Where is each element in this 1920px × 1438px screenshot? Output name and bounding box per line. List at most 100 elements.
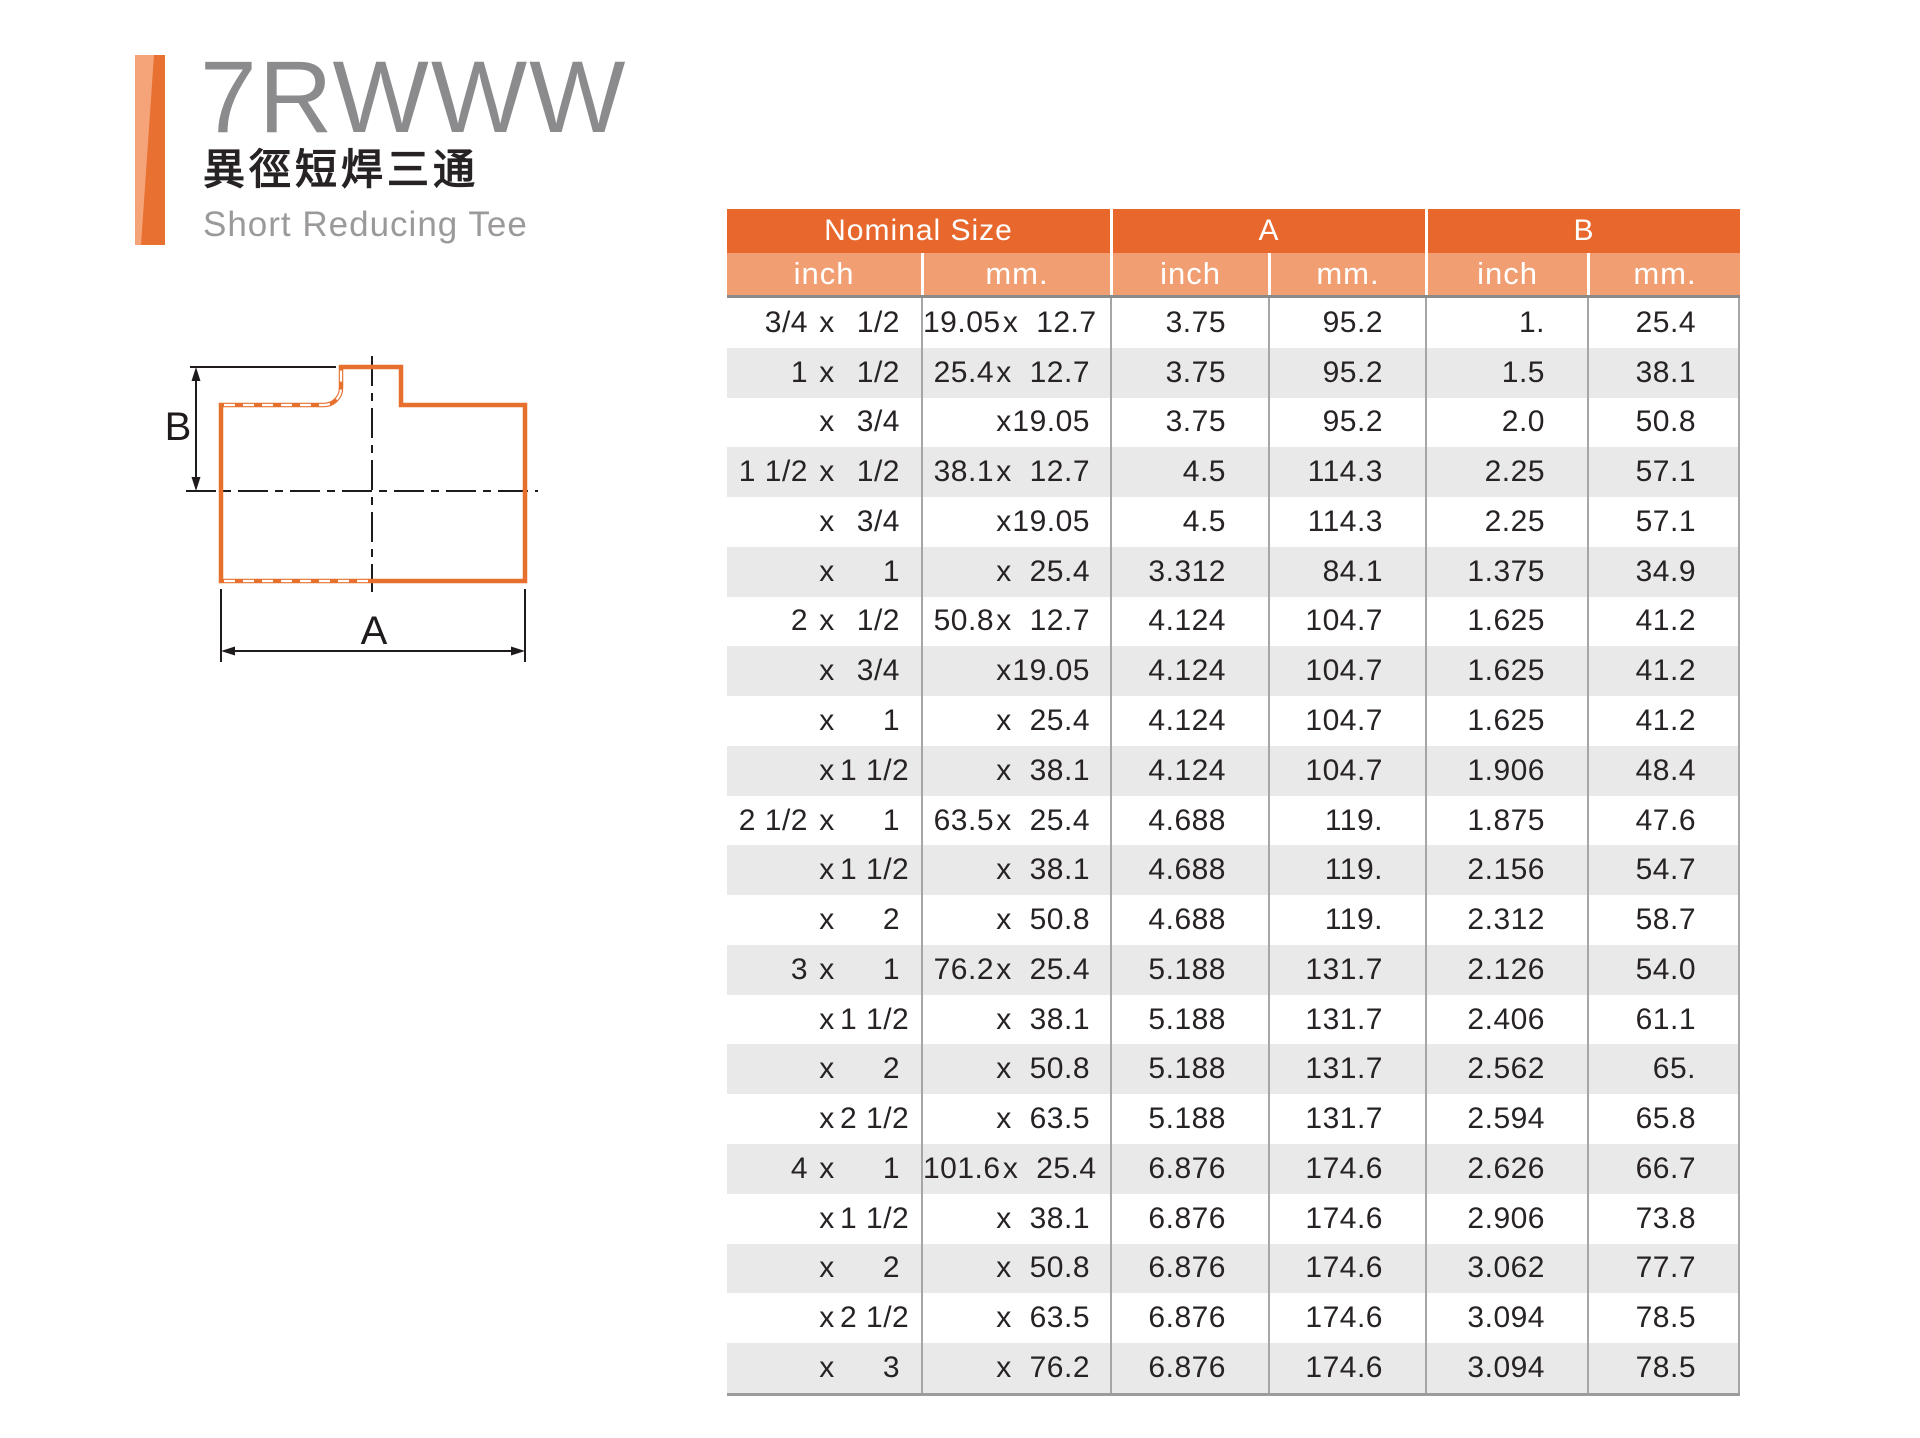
nominal-mm-size2: 19.05 — [1012, 654, 1090, 688]
cell-b-inch: 1.375 — [1425, 546, 1587, 597]
b-mm-value: 54.0 — [1635, 952, 1696, 986]
cell-a-inch: 4.5 — [1110, 447, 1268, 498]
cell-a-mm: 174.6 — [1268, 1343, 1425, 1393]
cell-nominal-mm: 63.5 x 25.4 — [921, 795, 1110, 846]
x-separator: x — [819, 1102, 835, 1136]
cell-a-inch: 5.188 — [1110, 944, 1268, 995]
cell-b-mm: 78.5 — [1587, 1293, 1740, 1344]
nominal-mm-size2: 12.7 — [1029, 355, 1090, 389]
dimension-label-b: B — [165, 405, 192, 449]
x-separator: x — [819, 803, 835, 837]
cell-b-mm: 41.2 — [1587, 596, 1740, 647]
a-inch-value: 3.75 — [1165, 355, 1226, 389]
b-mm-value: 61.1 — [1635, 1002, 1696, 1036]
cell-nominal-inch: 3 x 1 — [727, 945, 921, 995]
nominal-inch-size2: 1 1/2 — [840, 1201, 910, 1235]
a-inch-value: 6.876 — [1148, 1251, 1226, 1285]
nominal-inch-size2: 1 — [882, 554, 900, 588]
x-separator: x — [996, 1052, 1012, 1086]
cell-nominal-mm: x 38.1 — [921, 845, 1110, 896]
cell-nominal-mm: 19.05 x 12.7 — [921, 298, 1110, 348]
b-mm-value: 66.7 — [1635, 1151, 1696, 1185]
x-separator: x — [996, 1002, 1012, 1036]
cell-b-mm: 73.8 — [1587, 1193, 1740, 1244]
b-mm-value: 41.2 — [1635, 604, 1696, 638]
a-mm-value: 104.7 — [1305, 704, 1383, 737]
cell-a-mm: 119. — [1268, 895, 1425, 945]
nominal-mm-size1: 101.6 — [923, 1151, 1001, 1185]
cell-a-inch: 5.188 — [1110, 1044, 1268, 1095]
nominal-inch-size1: 1 1/2 — [738, 455, 808, 489]
a-mm-value: 174.6 — [1305, 1151, 1383, 1185]
cell-nominal-inch: 3/4 x 1/2 — [727, 298, 921, 348]
cell-b-mm: 66.7 — [1587, 1144, 1740, 1194]
a-inch-value: 4.5 — [1182, 455, 1226, 489]
cell-b-mm: 41.2 — [1587, 696, 1740, 746]
cell-b-mm: 54.7 — [1587, 845, 1740, 896]
nominal-inch-size2: 1 — [882, 803, 900, 837]
cell-nominal-inch: x 1 — [727, 696, 921, 746]
x-separator: x — [819, 1052, 835, 1086]
cell-nominal-inch: x 1 1/2 — [727, 995, 921, 1045]
cell-a-mm: 104.7 — [1268, 646, 1425, 697]
a-mm-value: 95.2 — [1322, 405, 1383, 439]
cell-a-mm: 95.2 — [1268, 397, 1425, 448]
a-mm-value: 95.2 — [1322, 355, 1383, 389]
nominal-inch-size2: 1 — [882, 704, 900, 737]
a-mm-value: 131.7 — [1305, 952, 1383, 986]
nominal-mm-size2: 50.8 — [1029, 1251, 1090, 1285]
nominal-inch-size2: 3/4 — [856, 654, 900, 688]
nominal-mm-size1: 50.8 — [933, 604, 994, 638]
a-mm-value: 114.3 — [1307, 455, 1383, 489]
nominal-inch-size1: 2 1/2 — [738, 803, 808, 837]
nominal-inch-size2: 3/4 — [856, 405, 900, 439]
a-mm-value: 174.6 — [1305, 1301, 1383, 1335]
cell-a-mm: 114.3 — [1268, 497, 1425, 547]
nominal-inch-size2: 1/2 — [856, 455, 900, 489]
cell-b-mm: 50.8 — [1587, 397, 1740, 448]
cell-a-inch: 3.75 — [1110, 298, 1268, 348]
cell-nominal-inch: 2 1/2 x 1 — [727, 796, 921, 846]
cell-b-mm: 61.1 — [1587, 994, 1740, 1045]
a-inch-value: 6.876 — [1148, 1151, 1226, 1185]
b-inch-value: 1.375 — [1467, 554, 1545, 588]
b-mm-value: 65. — [1652, 1052, 1696, 1086]
x-separator: x — [819, 952, 835, 986]
cell-nominal-inch: x 2 — [727, 895, 921, 945]
table-row: x 2 x 50.8 6.876 174.6 3.062 77.7 — [727, 1243, 1740, 1294]
a-inch-value: 3.312 — [1148, 554, 1226, 588]
x-separator: x — [819, 355, 835, 389]
nominal-inch-size2: 1 1/2 — [840, 853, 910, 887]
a-inch-value: 4.688 — [1148, 903, 1226, 937]
nominal-mm-size2: 25.4 — [1029, 554, 1090, 588]
table-row: 4 x 1 101.6 x 25.4 6.876 174.6 2.626 66.… — [727, 1144, 1740, 1194]
x-separator: x — [819, 1301, 835, 1335]
x-separator: x — [996, 504, 1012, 538]
cell-nominal-mm: x 19.05 — [921, 397, 1110, 448]
cell-b-inch: 2.906 — [1425, 1193, 1587, 1244]
cell-a-mm: 131.7 — [1268, 1044, 1425, 1095]
x-separator: x — [1002, 1151, 1019, 1185]
dimension-b — [190, 366, 336, 491]
nominal-inch-size2: 1 — [882, 952, 900, 986]
cell-a-inch: 4.124 — [1110, 745, 1268, 796]
nominal-inch-size2: 1/2 — [856, 604, 900, 638]
cell-b-inch: 2.0 — [1425, 397, 1587, 448]
table-row: x 3/4 x 19.05 4.5 114.3 2.25 57.1 — [727, 497, 1740, 547]
table-row: x 1 1/2 x 38.1 6.876 174.6 2.906 73.8 — [727, 1193, 1740, 1244]
a-mm-value: 174.6 — [1305, 1201, 1383, 1235]
cell-b-inch: 2.25 — [1425, 497, 1587, 547]
x-separator: x — [819, 604, 835, 638]
table-row: x 1 x 25.4 4.124 104.7 1.625 41.2 — [727, 696, 1740, 746]
cell-nominal-mm: 50.8 x 12.7 — [921, 596, 1110, 647]
cell-nominal-mm: x 25.4 — [921, 546, 1110, 597]
nominal-inch-size2: 1 1/2 — [840, 1002, 910, 1036]
cell-b-mm: 48.4 — [1587, 745, 1740, 796]
cell-nominal-mm: x 25.4 — [921, 696, 1110, 746]
b-mm-value: 77.7 — [1635, 1251, 1696, 1285]
nominal-mm-size1: 76.2 — [933, 952, 994, 986]
cell-nominal-mm: x 63.5 — [921, 1094, 1110, 1145]
b-inch-value: 2.312 — [1467, 903, 1545, 937]
cell-b-inch: 1.625 — [1425, 646, 1587, 697]
nominal-inch-size2: 2 — [882, 903, 900, 937]
